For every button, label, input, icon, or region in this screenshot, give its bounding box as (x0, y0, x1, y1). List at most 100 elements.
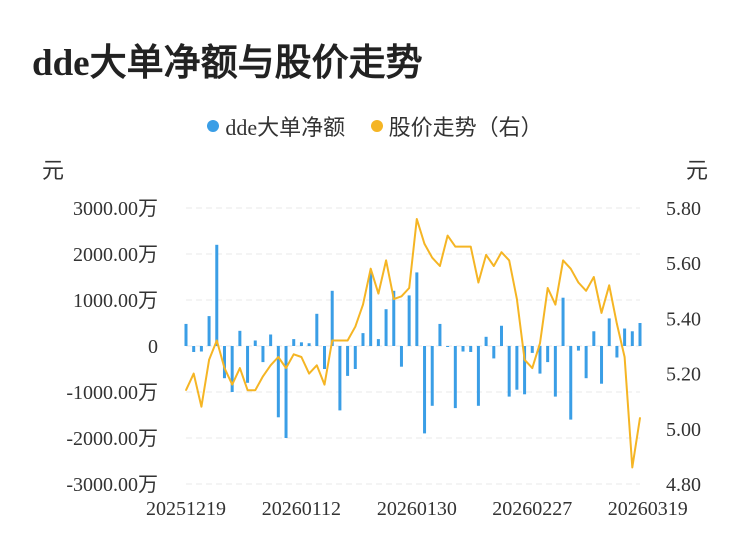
bar[interactable] (546, 346, 550, 363)
bar[interactable] (446, 346, 450, 347)
bar[interactable] (584, 346, 588, 379)
line-point (277, 356, 280, 358)
bar[interactable] (569, 346, 573, 420)
line-point (569, 267, 572, 270)
bar[interactable] (530, 346, 534, 353)
bar[interactable] (215, 244, 219, 346)
bar[interactable] (615, 346, 619, 358)
bar[interactable] (315, 313, 319, 346)
bar[interactable] (353, 346, 357, 369)
bar[interactable] (384, 309, 388, 346)
line-point (369, 267, 372, 270)
bar[interactable] (623, 328, 627, 346)
right-axis-unit: 元 (686, 158, 708, 183)
bar[interactable] (253, 340, 257, 346)
bar[interactable] (423, 346, 427, 434)
bar[interactable] (430, 346, 434, 406)
bar[interactable] (276, 346, 280, 418)
bar[interactable] (284, 346, 288, 438)
bar[interactable] (515, 346, 519, 390)
bar[interactable] (438, 323, 442, 346)
line-point (546, 287, 549, 289)
legend-item-line[interactable]: 股价走势（右） (370, 110, 543, 142)
bar[interactable] (192, 346, 196, 352)
legend-label-line: 股价走势（右） (388, 115, 543, 140)
line-point (416, 218, 418, 220)
bar[interactable] (561, 297, 565, 346)
chart-title: dde大单净额与股价走势 (32, 43, 423, 84)
line-point (454, 245, 457, 248)
bar[interactable] (576, 346, 580, 351)
bar[interactable] (199, 346, 203, 352)
bar[interactable] (246, 346, 250, 383)
line-point (477, 281, 480, 284)
bar[interactable] (330, 290, 334, 346)
line-point (500, 251, 503, 253)
bar[interactable] (392, 290, 396, 346)
bar[interactable] (338, 346, 342, 411)
bar[interactable] (261, 346, 265, 363)
bar[interactable] (238, 330, 242, 346)
line-point (554, 303, 557, 306)
bar[interactable] (507, 346, 511, 397)
bar[interactable] (469, 346, 473, 352)
bar[interactable] (553, 346, 557, 397)
line-point (531, 367, 534, 369)
price-line[interactable] (185, 218, 641, 469)
bar[interactable] (222, 346, 226, 379)
right-tick-label: 5.00 (666, 419, 701, 441)
bar[interactable] (638, 323, 642, 346)
legend-dot-bar-icon (207, 120, 220, 132)
bar[interactable] (376, 339, 380, 346)
bar[interactable] (230, 346, 234, 392)
bar[interactable] (538, 346, 542, 374)
line-point (392, 298, 395, 300)
bar[interactable] (269, 334, 273, 347)
bar[interactable] (592, 331, 596, 346)
line-point (269, 364, 272, 367)
bar[interactable] (453, 346, 457, 409)
line-point (608, 284, 611, 287)
bar[interactable] (600, 346, 604, 384)
line-point (292, 353, 295, 356)
bar[interactable] (369, 272, 373, 346)
bar[interactable] (476, 346, 480, 406)
right-tick-label: 5.60 (666, 253, 701, 275)
line-point (593, 276, 595, 278)
bar[interactable] (499, 325, 503, 346)
line-point (192, 372, 195, 375)
bar[interactable] (461, 346, 465, 352)
line-point (239, 367, 241, 369)
bar[interactable] (361, 333, 365, 346)
bar[interactable] (346, 346, 350, 376)
line-point (577, 281, 580, 284)
legend-dot-line-icon (370, 120, 383, 132)
bar[interactable] (299, 342, 303, 346)
bar[interactable] (207, 316, 211, 346)
bar[interactable] (492, 346, 496, 359)
line-point (262, 375, 264, 378)
line-point (423, 243, 426, 245)
bar[interactable] (307, 343, 311, 346)
bar[interactable] (323, 346, 327, 369)
bar[interactable] (484, 336, 488, 346)
line-point (354, 325, 357, 328)
line-point (600, 312, 603, 314)
line-point (446, 234, 449, 237)
bar[interactable] (292, 339, 296, 346)
bar[interactable] (407, 295, 411, 346)
line-point (616, 323, 618, 325)
bar[interactable] (630, 331, 634, 346)
bar[interactable] (523, 346, 527, 395)
bar[interactable] (607, 318, 611, 346)
bar[interactable] (415, 272, 419, 346)
left-tick-label: -1000.00万 (66, 382, 158, 404)
bar[interactable] (399, 346, 403, 367)
right-tick-label: 5.40 (666, 308, 701, 330)
line-point (285, 367, 287, 369)
line-point (246, 389, 249, 391)
legend-item-bar[interactable]: dde大单净额 (207, 110, 345, 142)
line-point (508, 259, 510, 262)
bar[interactable] (184, 323, 188, 346)
